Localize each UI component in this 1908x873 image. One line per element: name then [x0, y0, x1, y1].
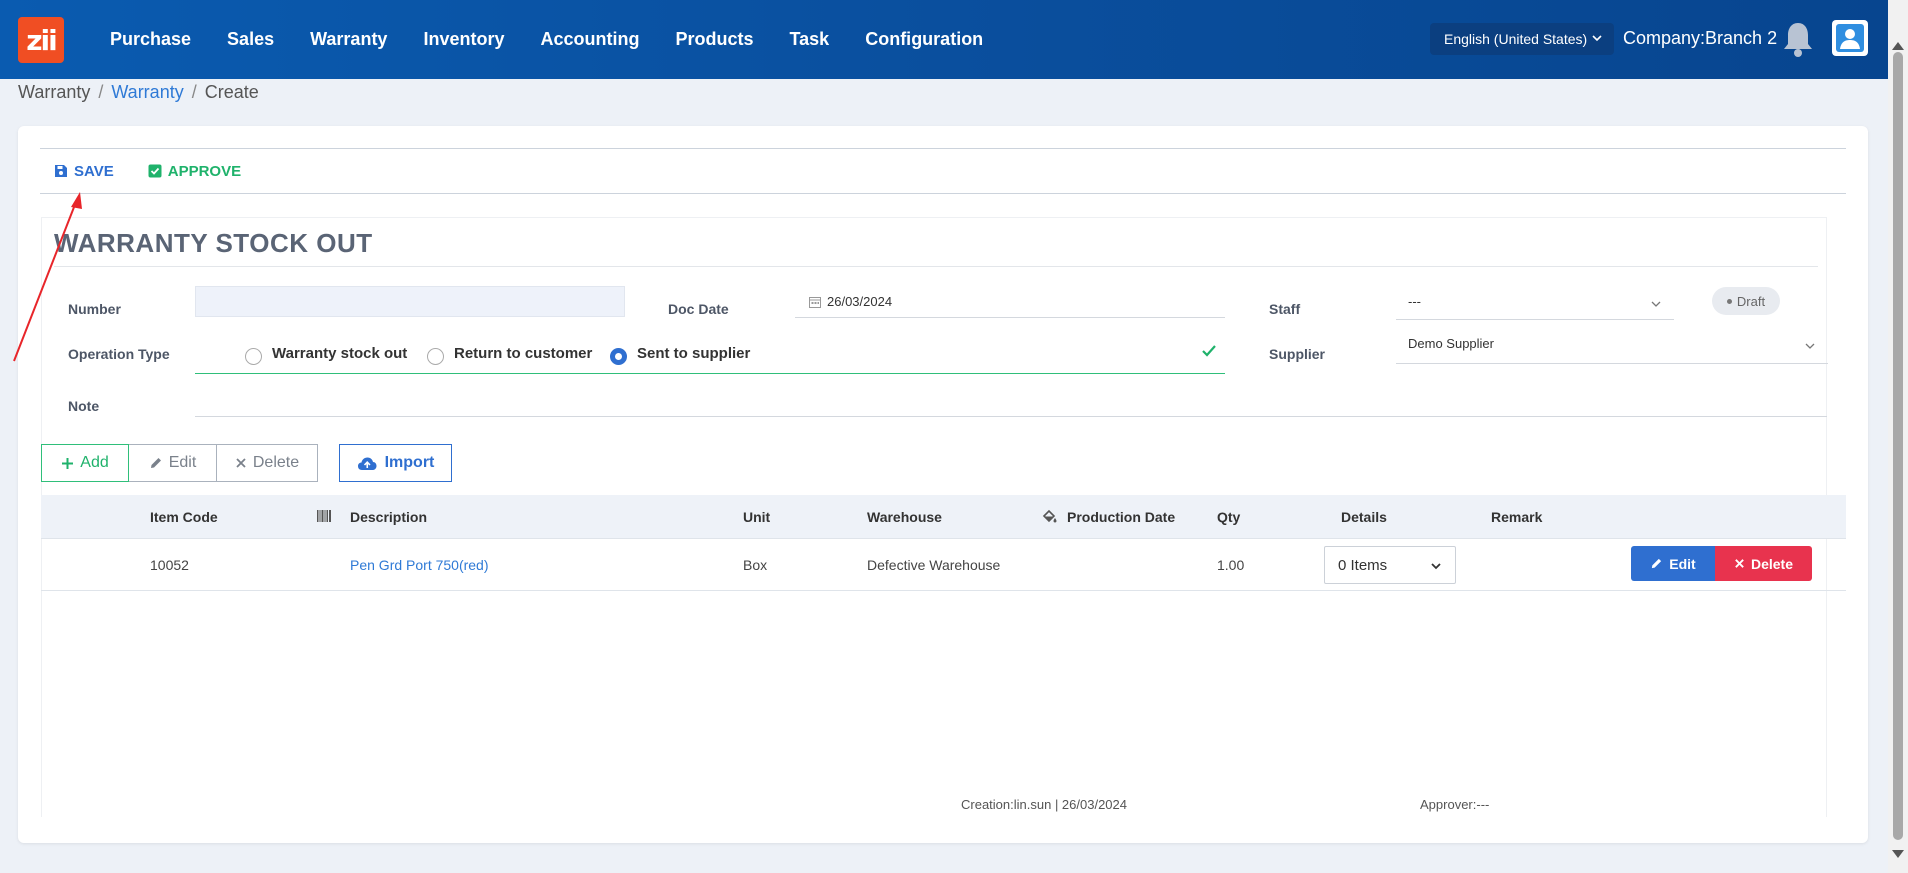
staff-select[interactable]: ---: [1396, 288, 1674, 320]
creation-info: Creation:lin.sun | 26/03/2024: [961, 797, 1127, 812]
nav-item-purchase[interactable]: Purchase: [110, 29, 192, 49]
calendar-icon: [809, 297, 821, 308]
page-scrollbar[interactable]: [1888, 0, 1908, 873]
nav-item-warranty[interactable]: Warranty: [310, 29, 388, 49]
barcode-icon[interactable]: [316, 509, 332, 523]
app-logo[interactable]: zii: [18, 17, 64, 63]
operation-type-label: Operation Type: [68, 346, 170, 362]
breadcrumb-parent[interactable]: Warranty: [111, 82, 184, 102]
nav-item-products[interactable]: Products: [675, 29, 754, 49]
staff-label: Staff: [1269, 301, 1301, 317]
language-value: English (United States): [1444, 31, 1588, 47]
header-description: Description: [350, 509, 428, 525]
cell-qty: 1.00: [1217, 557, 1245, 573]
supplier-select[interactable]: Demo Supplier: [1396, 330, 1828, 364]
details-dropdown[interactable]: 0 Items: [1324, 546, 1456, 584]
scroll-up-icon[interactable]: [1892, 42, 1904, 50]
header-item-code: Item Code: [150, 509, 218, 525]
radio-warranty-stock-out[interactable]: Warranty stock out: [245, 342, 407, 365]
bell-icon[interactable]: [1780, 20, 1816, 58]
company-label[interactable]: Company:Branch 2: [1623, 28, 1778, 48]
main-menu: Purchase Sales Warranty Inventory Accoun…: [92, 0, 1001, 79]
check-square-icon: [148, 164, 162, 178]
header-production-date: Production Date: [1067, 509, 1176, 525]
nav-item-inventory[interactable]: Inventory: [423, 29, 505, 49]
user-avatar[interactable]: [1832, 20, 1868, 56]
approve-button[interactable]: APPROVE: [148, 163, 241, 180]
scroll-thumb[interactable]: [1893, 52, 1903, 840]
chevron-down-icon: [1651, 301, 1661, 307]
main-card: SAVE APPROVE WARRANTY STOCK OUT Number D…: [18, 126, 1868, 843]
staff-value: ---: [1408, 294, 1421, 309]
cell-item-code: 10052: [150, 557, 189, 573]
title-divider: [54, 266, 1818, 267]
chevron-down-icon: [1592, 35, 1602, 42]
status-badge: Draft: [1712, 287, 1780, 315]
radio-circle: [245, 348, 262, 365]
header-remark: Remark: [1491, 509, 1543, 525]
chevron-down-icon: [1805, 343, 1815, 349]
number-input[interactable]: [195, 286, 625, 317]
operation-type-radio-group: Warranty stock out Return to customer Se…: [195, 330, 1225, 374]
checkmark-icon: [1202, 345, 1216, 357]
approver-info: Approver:---: [1420, 797, 1490, 812]
radio-circle: [427, 348, 444, 365]
form-toolbar: SAVE APPROVE: [40, 148, 1846, 194]
nav-item-accounting[interactable]: Accounting: [540, 29, 640, 49]
save-label: SAVE: [74, 162, 114, 180]
items-table: Item Code Description Unit Warehouse Pro…: [41, 495, 1846, 591]
doc-date-value: 26/03/2024: [827, 294, 893, 309]
cell-warehouse: Defective Warehouse: [867, 557, 1001, 573]
row-edit-button[interactable]: Edit: [1631, 546, 1715, 581]
floppy-disk-icon: [55, 165, 67, 177]
close-icon: [236, 458, 246, 468]
chevron-down-icon: [1431, 563, 1441, 570]
save-button[interactable]: SAVE: [54, 163, 114, 180]
language-select[interactable]: English (United States): [1430, 23, 1614, 55]
paint-bucket-icon[interactable]: [1042, 509, 1057, 524]
table-row[interactable]: 10052 Pen Grd Port 750(red) Box Defectiv…: [41, 539, 1846, 591]
row-delete-button[interactable]: Delete: [1715, 546, 1812, 581]
nav-item-sales[interactable]: Sales: [227, 29, 275, 49]
cloud-upload-icon: [357, 457, 377, 470]
nav-item-task[interactable]: Task: [789, 29, 830, 49]
supplier-value: Demo Supplier: [1408, 336, 1494, 351]
delete-line-button[interactable]: Delete: [217, 444, 318, 482]
top-navbar: zii Purchase Sales Warranty Inventory Ac…: [0, 0, 1888, 79]
radio-sent-to-supplier[interactable]: Sent to supplier: [610, 342, 750, 365]
breadcrumb-root: Warranty: [18, 82, 91, 102]
page-title: WARRANTY STOCK OUT: [54, 228, 373, 258]
header-details: Details: [1341, 509, 1387, 525]
import-button[interactable]: Import: [339, 444, 452, 482]
supplier-label: Supplier: [1269, 346, 1326, 362]
note-input[interactable]: [195, 416, 1827, 417]
note-label: Note: [68, 398, 100, 414]
radio-circle-selected: [610, 348, 627, 365]
cell-description[interactable]: Pen Grd Port 750(red): [350, 557, 489, 573]
close-icon: [1735, 559, 1744, 568]
number-label: Number: [68, 301, 121, 317]
pencil-icon: [1652, 558, 1662, 569]
nav-item-configuration[interactable]: Configuration: [865, 29, 984, 49]
doc-date-label: Doc Date: [668, 301, 729, 317]
plus-icon: [62, 457, 74, 469]
edit-line-button[interactable]: Edit: [129, 444, 217, 482]
header-unit: Unit: [743, 509, 771, 525]
cell-unit: Box: [743, 557, 768, 573]
pencil-icon: [150, 458, 161, 468]
line-actions: Add Edit Delete: [41, 444, 318, 482]
table-header: Item Code Description Unit Warehouse Pro…: [41, 495, 1846, 539]
user-icon: [1836, 24, 1864, 52]
doc-date-input[interactable]: 26/03/2024: [795, 288, 1225, 318]
breadcrumb: Warranty / Warranty / Create: [18, 82, 259, 102]
breadcrumb-current: Create: [204, 82, 259, 102]
add-line-button[interactable]: Add: [41, 444, 129, 482]
approve-label: APPROVE: [167, 162, 242, 180]
header-warehouse: Warehouse: [867, 509, 942, 525]
header-qty: Qty: [1217, 509, 1241, 525]
scroll-down-icon[interactable]: [1892, 850, 1904, 858]
radio-return-to-customer[interactable]: Return to customer: [427, 342, 592, 365]
